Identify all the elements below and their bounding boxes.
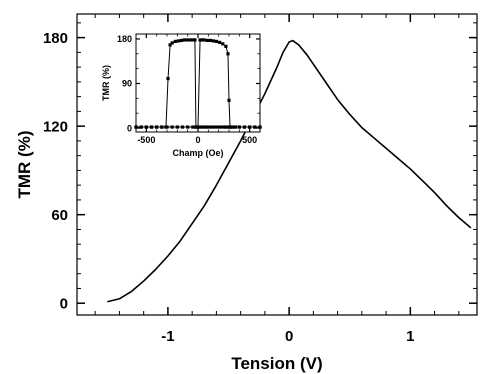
inset-x-tick-label: 500 (242, 135, 257, 145)
inset-data-point (224, 45, 227, 48)
main-x-tick-label: 0 (285, 328, 293, 345)
inset-data-point (219, 125, 222, 128)
inset-y-axis-title: TMR (%) (101, 65, 111, 101)
inset-data-point (209, 39, 212, 42)
main-y-axis-title: TMR (%) (15, 131, 34, 199)
inset-data-point (203, 38, 206, 41)
main-y-tick-label: 0 (60, 296, 68, 313)
inset-data-point (207, 125, 210, 128)
inset-data-point (181, 125, 184, 128)
inset-data-point (174, 40, 177, 43)
inset-y-tick-label: 180 (117, 34, 132, 44)
main-x-tick-label: -1 (161, 328, 174, 345)
inset-data-point (165, 125, 168, 128)
inset-data-point (238, 125, 241, 128)
inset-data-point (160, 125, 163, 128)
inset-x-tick-label: -500 (137, 135, 155, 145)
inset-data-point (171, 41, 174, 44)
main-y-tick-label: 60 (51, 207, 68, 224)
inset-data-point (206, 39, 209, 42)
main-y-tick-label: 180 (43, 30, 68, 47)
inset-data-point (243, 125, 246, 128)
inset-data-point (191, 125, 194, 128)
inset-data-point (215, 40, 218, 43)
inset-data-point (140, 125, 143, 128)
inset-data-point (218, 41, 221, 44)
inset-y-tick-label: 90 (122, 79, 132, 89)
inset-data-point (145, 125, 148, 128)
main-x-tick-label: 1 (406, 328, 414, 345)
inset-x-tick-label: 0 (195, 135, 200, 145)
inset-data-point (193, 38, 196, 41)
inset-data-point (176, 125, 179, 128)
inset-y-tick-label: 0 (127, 123, 132, 133)
inset-data-point (210, 125, 213, 128)
inset-data-point (196, 125, 199, 128)
main-x-axis-title: Tension (V) (231, 354, 322, 373)
inset-data-point (221, 42, 224, 45)
inset-data-point (134, 125, 137, 128)
inset-data-point (226, 52, 229, 55)
inset-x-axis-title: Champ (Oe) (172, 148, 223, 158)
inset-data-point (231, 125, 234, 128)
inset-data-point (213, 125, 216, 128)
inset-data-point (186, 38, 189, 41)
inset-data-point (177, 39, 180, 42)
inset-data-point (227, 99, 230, 102)
inset-data-point (216, 125, 219, 128)
inset-data-point (186, 125, 189, 128)
inset-data-point (171, 125, 174, 128)
inset-data-point (180, 39, 183, 42)
inset-data-point (234, 125, 237, 128)
inset-data-point (183, 38, 186, 41)
main-y-tick-label: 120 (43, 119, 68, 136)
inset-data-point (253, 125, 256, 128)
inset-data-point (189, 38, 192, 41)
inset-data-point (212, 39, 215, 42)
inset-data-point (248, 125, 251, 128)
inset-data-point (150, 125, 153, 128)
inset-data-point (155, 125, 158, 128)
inset-data-point (166, 77, 169, 80)
inset-data-point (258, 125, 261, 128)
